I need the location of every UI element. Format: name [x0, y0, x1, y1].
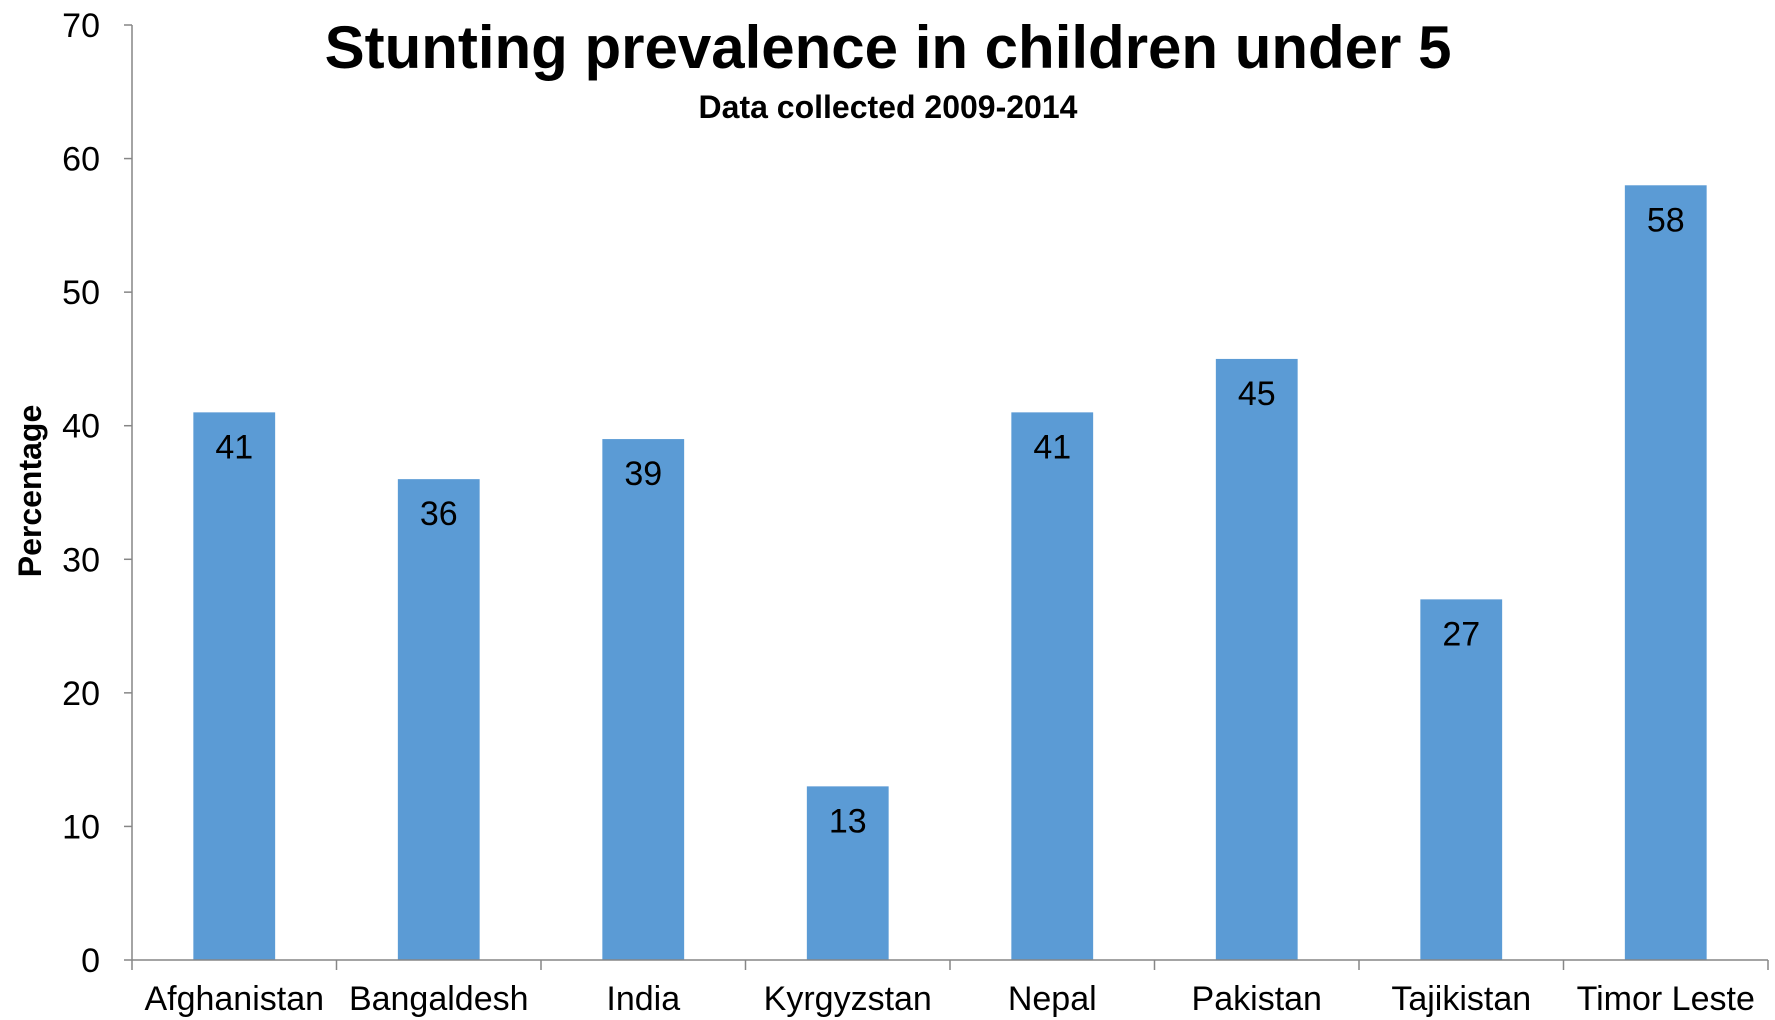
data-label: 41: [1033, 428, 1071, 466]
x-tick-label: Bangaldesh: [349, 980, 529, 1018]
y-tick-label: 60: [62, 141, 100, 179]
bars: [193, 185, 1707, 961]
x-tick-label: Afghanistan: [144, 980, 324, 1018]
x-tick-label: Tajikistan: [1391, 980, 1531, 1018]
x-tick-label: Nepal: [1008, 980, 1097, 1018]
data-label: 45: [1238, 375, 1276, 413]
y-axis-label: Percentage: [12, 405, 48, 578]
y-tick-label: 30: [62, 541, 100, 579]
x-tick-label: Timor Leste: [1577, 980, 1755, 1018]
bar: [397, 479, 480, 960]
y-tick-label: 0: [81, 942, 100, 980]
chart-title: Stunting prevalence in children under 5: [325, 14, 1452, 81]
bar: [1215, 358, 1298, 960]
data-label: 39: [624, 455, 662, 493]
chart-subtitle: Data collected 2009-2014: [699, 89, 1078, 125]
x-tick-label: Kyrgyzstan: [764, 980, 932, 1018]
x-tick-label: Pakistan: [1192, 980, 1322, 1018]
y-tick-label: 50: [62, 274, 100, 312]
bar: [1420, 599, 1503, 960]
data-label: 58: [1647, 201, 1685, 239]
y-tick-label: 40: [62, 408, 100, 446]
bar: [806, 786, 889, 960]
data-label: 41: [215, 428, 253, 466]
bar: [1624, 185, 1707, 961]
y-axis: 0 10 20 30 40 50 60 70: [62, 7, 133, 980]
bar: [602, 439, 685, 961]
x-axis: Afghanistan Bangaldesh India Kyrgyzstan Nepa…: [131, 959, 1769, 1018]
x-tick-label: India: [606, 980, 680, 1018]
y-tick-label: 10: [62, 808, 100, 846]
data-label: 27: [1442, 615, 1480, 653]
data-label: 13: [829, 802, 867, 840]
y-tick-label: 20: [62, 675, 100, 713]
bar: [1011, 412, 1094, 960]
data-labels: 41 36 39 13 41 45 27 58: [215, 201, 1684, 840]
data-label: 36: [420, 495, 458, 533]
bar: [193, 412, 276, 960]
y-tick-label: 70: [62, 7, 100, 45]
